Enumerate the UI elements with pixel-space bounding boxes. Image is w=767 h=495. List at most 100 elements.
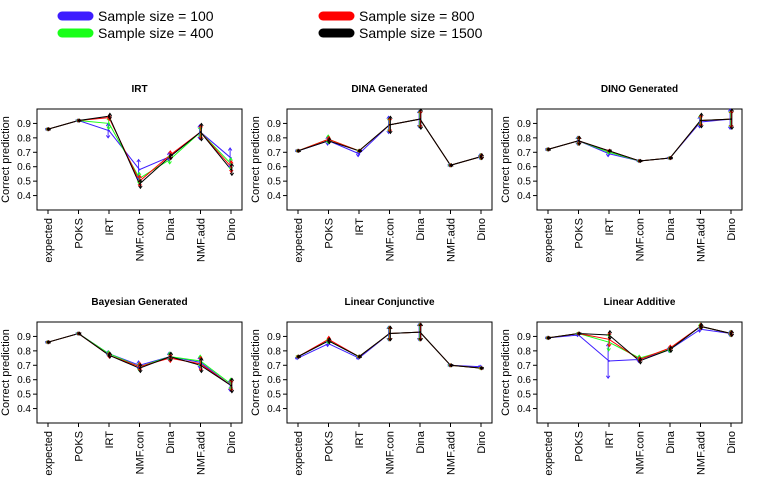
error-bar-cap (638, 361, 643, 365)
data-point (108, 354, 110, 357)
error-bar-cap (479, 156, 485, 161)
error-bar-cap (638, 357, 643, 361)
x-tick-label: Dino (726, 218, 738, 241)
data-point (138, 183, 141, 185)
error-bar-cap (699, 124, 704, 129)
error-bar-cap (729, 126, 735, 130)
data-point (388, 332, 391, 335)
y-tick-label: 0.5 (267, 390, 281, 401)
error-bar-cap (729, 333, 735, 338)
data-point (199, 364, 202, 367)
y-tick-label: 0.9 (17, 119, 31, 130)
error-bar-cap (107, 116, 113, 120)
error-bar-cap (388, 115, 393, 119)
error-bar-cap (699, 112, 704, 117)
data-point (577, 332, 580, 335)
error-bar-cap (699, 322, 704, 327)
error-bar-cap (698, 322, 703, 327)
y-tick-label: 0.5 (17, 177, 31, 188)
y-axis-label: Correct prediction (500, 116, 512, 203)
data-point (449, 364, 452, 367)
error-bar-cap (607, 329, 613, 334)
data-point (608, 334, 610, 336)
y-tick-label: 0.8 (17, 133, 31, 144)
x-tick-label: NMF.add (196, 218, 208, 262)
y-tick-label: 0.4 (517, 191, 531, 202)
y-tick-label: 0.4 (267, 404, 281, 415)
data-point (608, 360, 610, 362)
y-tick-label: 0.4 (17, 191, 31, 202)
x-tick-label: IRT (104, 218, 116, 236)
series-line-1 (47, 332, 232, 386)
x-tick-label: NMF.con (385, 218, 397, 261)
y-tick-label: 0.9 (517, 119, 531, 130)
x-tick-label: Dina (665, 217, 677, 241)
y-tick-label: 0.7 (517, 361, 531, 372)
data-point (419, 118, 421, 120)
x-tick-label: expected (43, 218, 55, 263)
data-point (169, 155, 171, 158)
x-tick-label: IRT (104, 431, 116, 449)
error-bar-cap (199, 357, 204, 361)
x-tick-label: expected (543, 431, 555, 476)
error-bar-cap (729, 108, 735, 112)
error-bar-cap (479, 152, 484, 157)
y-tick-label: 0.8 (267, 133, 281, 144)
data-point (730, 332, 732, 335)
x-tick-label: Dina (415, 430, 427, 454)
x-tick-label: NMF.add (196, 431, 208, 475)
data-point (77, 332, 80, 335)
error-bar-cap (107, 355, 112, 359)
data-point (669, 348, 671, 351)
error-bar-cap (168, 156, 173, 161)
error-bar-cap (229, 172, 235, 177)
plot-frame (36, 108, 243, 211)
x-tick-label: Dino (476, 431, 488, 454)
x-tick-label: Dina (165, 217, 177, 241)
error-bar-cap (577, 135, 582, 140)
panel-title: Linear Additive (604, 297, 676, 308)
error-bar-cap (105, 122, 111, 127)
x-tick-label: POKS (324, 431, 336, 462)
y-tick-label: 0.8 (267, 346, 281, 357)
data-point (699, 119, 702, 122)
plot-frame (536, 321, 743, 424)
error-bar-cap (388, 337, 393, 342)
error-bar-cap (138, 178, 143, 183)
error-bar-cap (577, 142, 582, 146)
data-point (327, 339, 330, 342)
data-point (230, 168, 232, 171)
error-bar-cap (168, 156, 174, 161)
data-point (47, 128, 49, 131)
x-tick-label: IRT (604, 218, 616, 236)
error-bar-cap (107, 351, 113, 356)
data-point (699, 325, 702, 328)
y-tick-label: 0.7 (17, 148, 31, 159)
error-bar-cap (607, 336, 613, 341)
panel-1: IRT Correct prediction 0.4 0.5 0.6 0.7 0.8 0.9 e… (0, 84, 243, 263)
x-tick-label: Dino (226, 218, 238, 241)
y-tick-label: 0.6 (267, 162, 281, 173)
error-bar-cap (606, 348, 611, 352)
error-bar-cap (355, 153, 361, 158)
series-line-2 (47, 332, 232, 385)
panel-5: Linear Conjunctive Correct prediction 0.4 0… (250, 297, 493, 476)
error-bar-cap (229, 160, 234, 164)
error-bar-cap (729, 329, 735, 334)
data-point (169, 355, 171, 358)
y-tick-label: 0.5 (17, 390, 31, 401)
error-bar-cap (168, 358, 174, 362)
y-tick-label: 0.5 (267, 177, 281, 188)
y-tick-label: 0.7 (517, 148, 531, 159)
series-line-1 (47, 120, 232, 171)
error-bar-cap (327, 140, 332, 145)
y-tick-label: 0.8 (517, 133, 531, 144)
error-bar-cap (229, 389, 235, 394)
error-bar-cap (227, 147, 233, 151)
data-point (547, 148, 549, 151)
data-point (608, 149, 610, 152)
series-line-4 (47, 332, 232, 386)
x-tick-label: POKS (574, 431, 586, 462)
data-point (108, 122, 110, 125)
x-tick-label: POKS (574, 218, 586, 249)
